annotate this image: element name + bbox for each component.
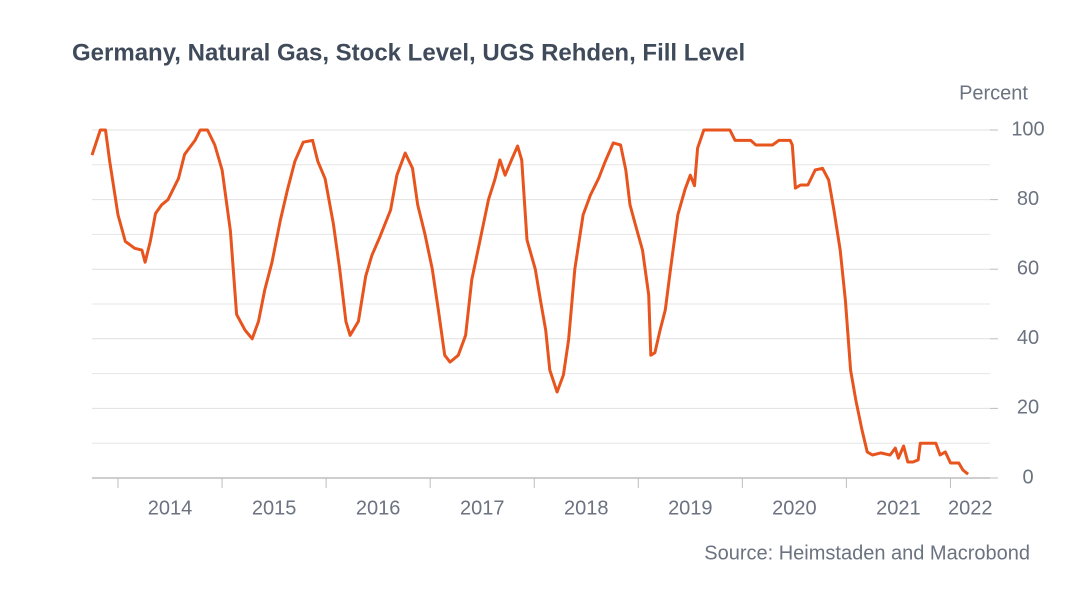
x-tick-label: 2015 [252,497,297,519]
y-tick-label: 80 [1017,188,1039,210]
y-tick-label: 20 [1017,397,1039,419]
source: Source: Heimstaden and Macrobond [704,542,1030,564]
x-tick-label: 2019 [668,497,713,519]
y-tick-label: 100 [1011,118,1044,140]
x-tick-label: 2021 [876,497,921,519]
x-tick-label: 2014 [148,497,193,519]
y-tick-label: 40 [1017,327,1039,349]
y-tick-label: 0 [1022,466,1033,488]
x-tick-label: 2022 [948,497,993,519]
y-tick-label: 60 [1017,257,1039,279]
x-tick-label: 2020 [772,497,817,519]
line [90,128,970,476]
chart-title: Germany, Natural Gas, Stock Level, UGS R… [72,39,745,66]
x-tick-label: 2018 [564,497,609,519]
x-tick-label: 2016 [356,497,401,519]
y-axis-label: Percent [959,82,1028,104]
x-tick-label: 2017 [460,497,505,519]
